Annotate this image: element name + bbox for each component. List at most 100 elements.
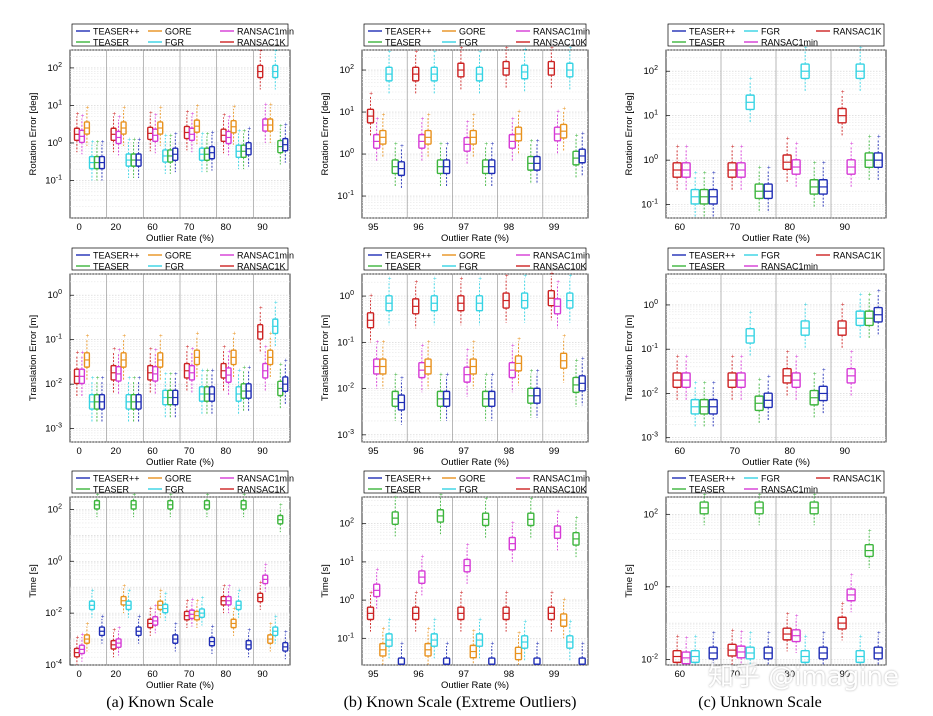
a-time-outlier-TEASER++: + [210,624,214,630]
c-trans-legend-label: FGR [761,251,780,261]
c-trans-outlier-RANSAC1min: + [850,350,854,356]
b-time-outlier-RANSAC10K: + [550,590,554,596]
c-rot-outlier-TEASER: + [813,161,817,167]
c-time-ytick-label: 100 [644,581,659,593]
b-trans-ytick-label: 10-3 [337,429,354,441]
b-time-ytick-label-exp: 1 [350,556,354,563]
b-time-legend-label: RANSAC1min [533,474,590,484]
b-rot-ytick-label-exp: 1 [350,106,354,113]
c-rot-ytick-label-exp: -1 [652,199,658,206]
a-time-ytick-label: 100 [48,555,63,567]
b-trans-legend-label: RANSAC10K [533,262,587,272]
c-trans-outlier-RANSAC1K: + [841,302,845,308]
b-time-ytick-label: 100 [340,594,355,606]
b-rot-legend-label: RANSAC1min [533,27,590,37]
b-rot-outlier-RANSAC1min: + [466,119,470,125]
b-rot-xtick-label: 98 [504,222,515,233]
b-time-xtick-label: 96 [413,669,424,680]
a-rot-legend-label: TEASER++ [93,27,140,37]
b-trans-outlier-GORE: + [381,339,385,345]
c-trans-ytick-label-exp: -1 [652,343,658,350]
a-time-outlier-FGR: + [274,614,278,620]
a-time-outlier-TEASER++: + [247,627,251,633]
a-trans-outlier-TEASER++: + [247,365,251,371]
b-rot-outlier-FGR: + [568,45,572,51]
a-time-ytick-label-exp: 2 [58,503,62,510]
a-time-outlier-GORE: + [122,583,126,589]
a-rot-outlier-TEASER: + [95,140,99,146]
a-trans-outlier-TEASER: + [169,371,173,377]
a-time-legend-label: RANSAC1K [237,485,286,495]
c-trans-ytick-label-exp: 0 [654,299,658,306]
b-rot-ytick-label-exp: -1 [348,190,354,197]
c-time-ytick-label-exp: 2 [654,508,658,515]
b-time-outlier-RANSAC1min: + [420,554,424,560]
a-trans-xtick-label: 20 [111,446,122,457]
b-time-outlier-TEASER++: + [535,641,539,647]
a-rot-legend-label: TEASER [93,38,130,48]
a-trans-outlier-TEASER: + [279,362,283,368]
c-rot-outlier-RANSAC1K: + [786,136,790,142]
b-time-outlier-GORE: + [427,627,431,633]
a-trans-legend-label: RANSAC1min [237,251,294,261]
c-rot-outlier-RANSAC1K: + [676,144,680,150]
b-time-ytick-label: 101 [340,556,355,568]
a-rot-outlier-RANSAC1min: + [190,111,194,117]
c-time-outlier-TEASER++: + [712,631,716,637]
a-trans-outlier-TEASER: + [242,365,246,371]
c-time-legend-label: RANSAC1min [761,485,818,495]
b-trans-outlier-FGR: + [433,276,437,282]
b-trans-outlier-GORE: + [517,336,521,342]
a-trans-ytick-label-exp: -1 [56,334,62,341]
c-rot-outlier-TEASER++: + [767,165,771,171]
a-rot-legend-label: FGR [165,38,184,48]
c-time-outlier-RANSAC1K: + [731,628,735,634]
b-trans-outlier-TEASER++: + [535,369,539,375]
a-rot-outlier-TEASER++: + [174,131,178,137]
b-time-outlier-TEASER: + [529,496,533,502]
a-time-legend [71,470,289,494]
b-time-outlier-RANSAC10K: + [414,590,418,596]
b-time-outlier-GORE: + [472,628,476,634]
b-rot-ytick-label-exp: 0 [350,148,354,155]
b-rot-ytick-label-exp: 2 [350,64,354,71]
caption-b: (b) Known Scale (Extreme Outliers) [343,694,577,711]
c-time-outlier-TEASER: + [813,492,817,498]
a-time-outlier-RANSAC1K: + [149,606,153,612]
c-trans-outlier-TEASER++: + [822,367,826,373]
b-trans-legend [363,247,587,271]
b-trans-outlier-RANSAC10K: + [550,271,554,277]
b-trans-ytick-label-exp: -3 [348,429,354,436]
a-rot-outlier-GORE: + [85,105,89,111]
a-time-ytick-label: 10-4 [45,659,62,671]
a-trans-ytick-label: 10-1 [45,334,62,346]
a-trans-outlier-RANSAC1K: + [185,345,189,351]
c-time-outlier-RANSAC1K: + [676,634,680,640]
a-trans-xtick-label: 80 [221,446,232,457]
a-time-outlier-GORE: + [195,598,199,604]
a-rot-ytick-label-exp: 0 [58,137,62,144]
a-time-legend-label: TEASER++ [93,474,140,484]
c-rot-outlier-TEASER++: + [712,171,716,177]
b-time-outlier-FGR: + [478,617,482,623]
a-trans-outlier-FGR: + [237,368,241,374]
b-time-outlier-TEASER: + [575,516,579,522]
a-rot-legend-label: RANSAC1K [237,38,286,48]
c-time-outlier-RANSAC1min: + [795,613,799,619]
a-time-outlier-RANSAC1K: + [259,580,263,586]
a-rot-ylabel: Rotation Error [deg] [28,93,39,176]
a-rot-xtick-label: 60 [147,222,158,233]
c-time-xtick-label: 90 [839,669,850,680]
b-trans-outlier-RANSAC1min: + [556,279,560,285]
b-time-xlabel: Outlier Rate (%) [441,680,509,691]
c-rot-legend-label: RANSAC1K [833,27,882,37]
b-rot-outlier-RANSAC10K: + [369,91,373,97]
a-time-ytick-label-exp: -2 [56,607,62,614]
a-trans-outlier-RANSAC1K: + [259,306,263,312]
a-rot-outlier-GORE: + [195,103,199,109]
c-rot-xtick-label: 70 [729,222,740,233]
a-rot-outlier-TEASER++: + [284,122,288,128]
a-rot-xtick-label: 70 [184,222,195,233]
b-trans-legend-label: GORE [459,251,486,261]
c-rot-outlier-TEASER: + [758,165,762,171]
